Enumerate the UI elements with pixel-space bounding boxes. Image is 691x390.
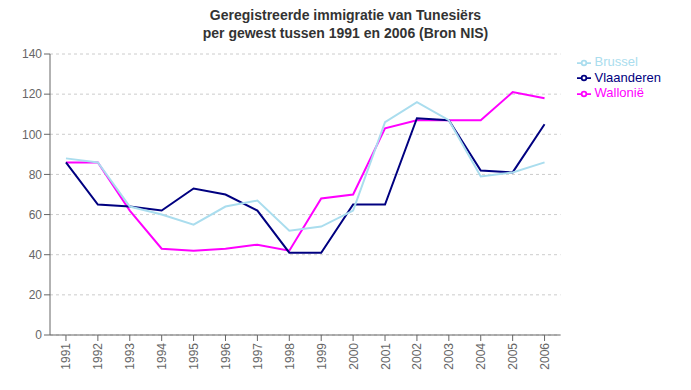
svg-text:1991: 1991 (59, 343, 73, 370)
svg-text:0: 0 (35, 328, 42, 342)
svg-text:120: 120 (22, 87, 42, 101)
svg-text:2006: 2006 (538, 343, 552, 370)
svg-text:2005: 2005 (506, 343, 520, 370)
svg-text:1994: 1994 (155, 343, 169, 370)
html-text:Wallonië: Wallonië (594, 85, 644, 101)
svg-text:1996: 1996 (219, 343, 233, 370)
svg-text:1999: 1999 (315, 343, 329, 370)
svg-text:40: 40 (29, 248, 43, 262)
svg-text:20: 20 (29, 288, 43, 302)
svg-text:2002: 2002 (410, 343, 424, 370)
svg-text:1995: 1995 (187, 343, 201, 370)
html-text:Geregistreerde immigratie van: Geregistreerde immigratie van Tunesiërs … (202, 7, 489, 41)
svg-text:1997: 1997 (251, 343, 265, 370)
svg-text:60: 60 (29, 208, 43, 222)
svg-text:2001: 2001 (379, 343, 393, 370)
html-text:Vlaanderen: Vlaanderen (594, 69, 661, 85)
svg-text:2003: 2003 (442, 343, 456, 370)
svg-text:1998: 1998 (283, 343, 297, 370)
svg-text:100: 100 (22, 128, 42, 142)
html-text:Brussel: Brussel (594, 54, 638, 69)
svg-text:140: 140 (22, 47, 42, 61)
svg-text:2000: 2000 (347, 343, 361, 370)
svg-text:80: 80 (29, 168, 43, 182)
svg-text:2004: 2004 (474, 343, 488, 370)
svg-text:1992: 1992 (91, 343, 105, 370)
svg-text:1993: 1993 (123, 343, 137, 370)
